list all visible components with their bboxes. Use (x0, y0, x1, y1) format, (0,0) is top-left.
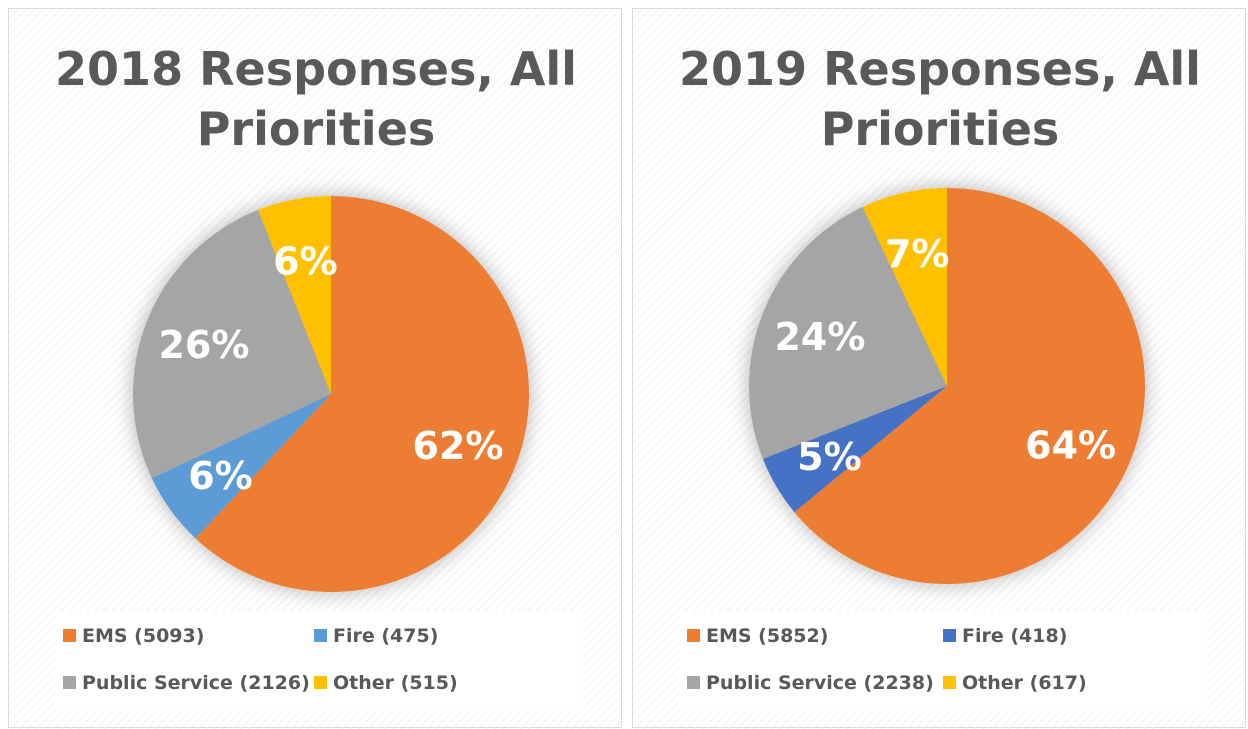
legend-item: Other (617) (943, 672, 1087, 694)
data-label: 64% (1025, 424, 1116, 468)
legend-label: Other (515) (333, 672, 458, 694)
legend: EMS (5093) Fire (475) Public Service (2126… (55, 611, 583, 711)
pie-slice (794, 188, 1145, 585)
legend-item: Public Service (2126) (63, 672, 310, 694)
data-label: 6% (188, 454, 253, 498)
chart-panel: 62% 6% 26% 6% 2018 Responses, All Priorities… (8, 8, 623, 729)
legend-label: Public Service (2238) (706, 672, 934, 694)
pie-slice (151, 394, 331, 539)
legend-label: EMS (5093) (82, 625, 205, 647)
legend-swatch (943, 676, 956, 689)
data-label: 62% (413, 424, 504, 468)
legend-label: Public Service (2126) (82, 672, 310, 694)
legend: EMS (5852) Fire (418) Public Service (2238… (679, 611, 1207, 711)
legend-item: EMS (5093) (63, 625, 204, 647)
pie-slice (749, 206, 947, 459)
pie-slice (762, 386, 947, 513)
pie-slice (862, 188, 947, 386)
legend-swatch (687, 629, 700, 642)
data-label: 26% (158, 323, 249, 367)
pie (749, 188, 1145, 585)
chart-title: 2019 Responses, All Priorities (679, 42, 1201, 156)
chart-panel: 64% 5% 24% 7% 2019 Responses, All Priorities… (632, 8, 1247, 729)
data-label: 5% (797, 435, 862, 479)
pie-slice (258, 196, 331, 394)
legend-item: EMS (5852) (687, 625, 828, 647)
legend-swatch (314, 676, 327, 689)
legend-swatch (687, 676, 700, 689)
data-label: 6% (273, 239, 338, 283)
legend-swatch (63, 629, 76, 642)
chart: 64% 5% 24% 7% (633, 9, 1247, 729)
legend-item: Public Service (2238) (687, 672, 934, 694)
chart-title: 2018 Responses, All Priorities (55, 42, 577, 156)
legend-swatch (63, 676, 76, 689)
data-label: 7% (885, 232, 950, 276)
chart: 62% 6% 26% 6% (9, 9, 623, 729)
legend-swatch (943, 629, 956, 642)
legend-label: EMS (5852) (706, 625, 829, 647)
legend-label: Other (617) (962, 672, 1087, 694)
legend-item: Fire (418) (943, 625, 1067, 647)
legend-item: Fire (475) (314, 625, 438, 647)
pie-slice (132, 209, 331, 479)
legend-label: Fire (475) (333, 625, 439, 647)
pie-slice (195, 196, 529, 592)
data-label: 24% (774, 315, 865, 359)
legend-swatch (314, 629, 327, 642)
legend-item: Other (515) (314, 672, 458, 694)
legend-label: Fire (418) (962, 625, 1068, 647)
pie (132, 196, 529, 592)
